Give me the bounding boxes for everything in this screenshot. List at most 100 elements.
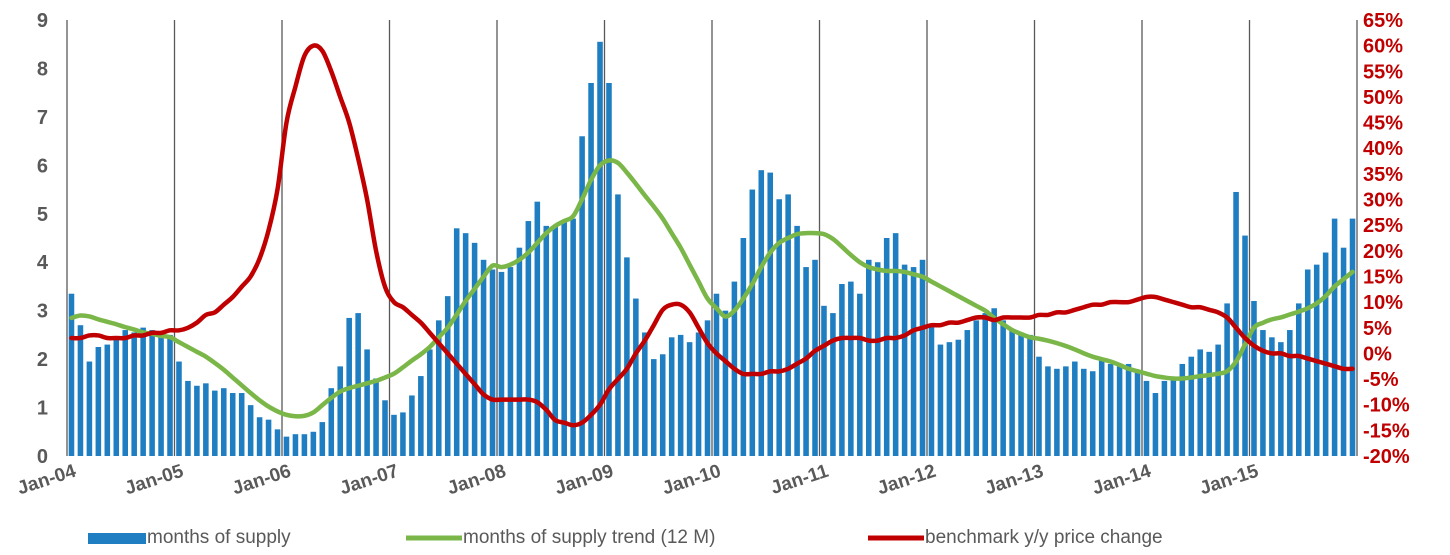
bar bbox=[1224, 303, 1230, 456]
bar bbox=[337, 366, 344, 456]
bar bbox=[427, 349, 433, 456]
bar bbox=[1089, 371, 1096, 456]
bar bbox=[534, 201, 541, 456]
bar bbox=[131, 332, 137, 456]
bar bbox=[659, 354, 666, 456]
bar bbox=[597, 41, 603, 457]
bar bbox=[1322, 252, 1329, 456]
bar bbox=[1349, 218, 1356, 456]
bar bbox=[1098, 359, 1105, 456]
bar bbox=[812, 259, 818, 456]
bar bbox=[561, 221, 567, 456]
bar bbox=[1063, 366, 1069, 456]
bar bbox=[543, 225, 550, 456]
bar bbox=[624, 257, 630, 456]
bar bbox=[229, 393, 236, 456]
bar bbox=[328, 388, 335, 456]
bar bbox=[991, 308, 997, 456]
x-tick-label: Jan-08 bbox=[445, 461, 509, 500]
bar bbox=[892, 233, 899, 456]
y-right-tick-label: 55% bbox=[1363, 61, 1403, 83]
bar bbox=[794, 225, 800, 456]
bar bbox=[883, 238, 890, 456]
bar bbox=[937, 344, 944, 456]
bar bbox=[1143, 380, 1150, 456]
bar bbox=[418, 376, 424, 456]
bar bbox=[901, 264, 908, 456]
gridlines bbox=[66, 20, 1358, 456]
bar bbox=[633, 298, 639, 456]
bar bbox=[1036, 356, 1042, 456]
bar bbox=[650, 359, 657, 456]
x-tick-label: Jan-09 bbox=[552, 461, 616, 500]
x-tick-label: Jan-15 bbox=[1197, 461, 1261, 500]
y-right-tick-label: 45% bbox=[1363, 113, 1403, 135]
x-tick-label: Jan-11 bbox=[768, 461, 831, 499]
bar bbox=[767, 172, 774, 456]
bar bbox=[113, 339, 120, 456]
bar bbox=[857, 293, 863, 456]
bar bbox=[444, 296, 451, 456]
bar bbox=[588, 82, 594, 456]
x-tick-label: Jan-06 bbox=[230, 461, 294, 500]
bar bbox=[839, 284, 845, 456]
bar bbox=[400, 412, 406, 456]
bar bbox=[292, 434, 299, 456]
bar bbox=[319, 422, 326, 456]
bar bbox=[1152, 393, 1159, 456]
bar bbox=[848, 281, 854, 456]
bar bbox=[1045, 366, 1051, 456]
bar bbox=[668, 337, 675, 456]
y-right-tick-label: 20% bbox=[1363, 241, 1403, 263]
bar bbox=[525, 221, 532, 456]
bar bbox=[409, 395, 415, 456]
bar bbox=[1000, 320, 1006, 456]
y-right-tick-label: -15% bbox=[1363, 420, 1410, 442]
bar bbox=[1287, 330, 1293, 456]
y-left-tick-label: 8 bbox=[37, 58, 48, 80]
bar bbox=[382, 400, 388, 456]
bar bbox=[910, 267, 917, 456]
bar bbox=[471, 242, 478, 456]
bar bbox=[507, 267, 514, 456]
y-right-tick-label: 5% bbox=[1363, 318, 1392, 340]
x-tick-label: Jan-05 bbox=[122, 461, 186, 500]
bar bbox=[758, 170, 765, 456]
bar bbox=[238, 393, 245, 456]
bar bbox=[265, 419, 272, 456]
y-right-tick-label: -5% bbox=[1363, 369, 1399, 391]
bar bbox=[1161, 380, 1168, 456]
y-right-tick-label: 65% bbox=[1363, 10, 1403, 32]
bar bbox=[1188, 356, 1195, 456]
legend: months of supply months of supply trend (… bbox=[88, 527, 1163, 548]
y-right-tick-label: 10% bbox=[1363, 292, 1403, 314]
bar bbox=[391, 414, 397, 456]
y-right-tick-label: 0% bbox=[1363, 343, 1392, 365]
line-benchmark-price-change bbox=[69, 43, 1355, 428]
y-left-tick-label: 4 bbox=[37, 252, 49, 274]
bar bbox=[373, 378, 379, 456]
bar bbox=[874, 262, 881, 456]
bar bbox=[928, 325, 935, 456]
bar bbox=[480, 259, 487, 456]
x-tick-label: Jan-14 bbox=[1090, 461, 1154, 500]
bar bbox=[642, 332, 648, 456]
y-left-tick-label: 5 bbox=[37, 204, 48, 226]
bar bbox=[95, 347, 102, 456]
y-right-tick-label: 25% bbox=[1363, 215, 1403, 237]
bar bbox=[310, 431, 317, 456]
bar bbox=[973, 320, 980, 456]
bar bbox=[247, 405, 254, 456]
bar bbox=[740, 238, 747, 456]
x-tick-label: Jan-12 bbox=[875, 461, 939, 500]
y-left-tick-label: 1 bbox=[37, 398, 48, 420]
bar bbox=[1233, 191, 1239, 456]
legend-label: benchmark y/y price change bbox=[925, 527, 1163, 548]
y-left-tick-label: 6 bbox=[37, 155, 48, 177]
bar bbox=[677, 334, 684, 456]
y-right-tick-label: 35% bbox=[1363, 164, 1403, 186]
bar bbox=[1295, 303, 1302, 456]
bar bbox=[104, 344, 111, 456]
bar bbox=[1116, 366, 1123, 456]
bar bbox=[982, 313, 989, 456]
